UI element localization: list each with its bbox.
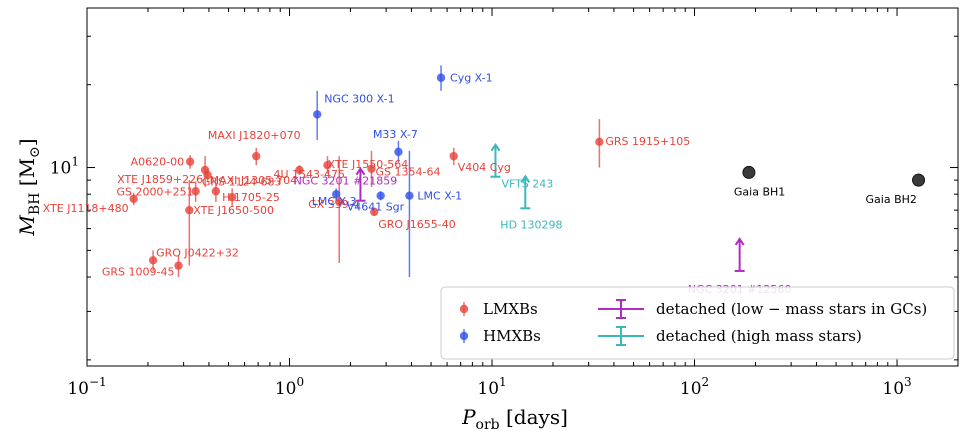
grs-1124-683-label: GRS 1124-683 [202, 175, 282, 188]
vfts-243-label: VFTS 243 [501, 178, 553, 191]
lmc-x-1-point [405, 191, 414, 200]
legend-detached-low-mass-stars-in-gcs-label: detached (low − mass stars in GCs) [656, 300, 927, 318]
gro-j1655-40-point [370, 207, 379, 217]
hd-130298-label: HD 130298 [500, 218, 562, 231]
cyg-x-1-point [436, 73, 446, 82]
axis-ticks [86, 8, 959, 366]
data-points [129, 65, 926, 278]
gx-339-4-label: GX 339-4 [308, 198, 360, 211]
gs-2000-251-point [191, 187, 200, 196]
xte-j1118-480-point [129, 194, 138, 203]
gs-2000-251-label: GS 2000+251 [116, 185, 193, 198]
xte-j1859-226-label: XTE J1859+226 [117, 173, 203, 186]
v4641-sgr-label: V4641 Sgr [347, 201, 405, 214]
ngc-300-x-1-point [312, 110, 322, 119]
m33-x-7-point [394, 147, 403, 157]
ngc-3201-21859-arrowhead [355, 166, 366, 176]
x-tick-label: 10−1 [67, 375, 106, 399]
y-tick-label: 101 [50, 155, 79, 179]
lmc-x-3-point [331, 190, 341, 199]
gaia-bh2-label: Gaia BH2 [866, 193, 917, 206]
maxi-j1820-070-label: MAXI J1820+070 [208, 129, 301, 142]
gro-j0422-32-point [148, 256, 158, 265]
y-axis-label: MBH [M⊙] [15, 138, 43, 236]
m33-x-7-label: M33 X-7 [373, 128, 418, 141]
legend-lmxbs-marker [459, 304, 469, 314]
maxi-j1305-704-point [203, 170, 212, 180]
gaia-bh1-point [742, 165, 756, 179]
lmc-x-3-label: LMC X-3 [312, 195, 357, 208]
gaia-bh1-label: Gaia BH1 [734, 185, 785, 198]
cyg-x-1-label: Cyg X-1 [450, 72, 493, 85]
xte-j1650-500-label: XTE J1650-500 [193, 204, 274, 217]
v404-cyg-label: V404 Cyg [458, 161, 511, 174]
xte-j1550-564-point [323, 160, 332, 170]
grs-1915-105-point [595, 137, 604, 147]
xte-j1118-480-label: XTE J1118+480 [43, 202, 129, 215]
gx-339-4-point [335, 197, 344, 207]
legend: LMXBs HMXBs detached (low − mass stars in … [440, 286, 955, 360]
ngc-3201-12560-arrowhead [734, 237, 745, 246]
4u-1543-475-point [295, 165, 304, 175]
4u-1543-475-label: 4U 1543-475 [273, 168, 345, 181]
legend-hmxbs-label: HMXBs [483, 327, 541, 345]
legend-lmxbs-label: LMXBs [483, 300, 538, 318]
vfts-243-arrowhead [490, 142, 501, 152]
maxi-j1820-070-point [252, 151, 261, 161]
maxi-j1305-704-label: MAXI J1305-704 [210, 174, 298, 187]
gaia-bh2-point [912, 173, 926, 187]
a0620-00-point [185, 157, 195, 166]
x-tick-labels: 10−1 100 101 102 103 [67, 375, 911, 399]
legend-box [440, 286, 955, 360]
gs-1354-64-label: GS 1354-64 [375, 166, 440, 179]
gro-j1655-40-label: GRO J1655-40 [378, 218, 456, 231]
lmc-x-1-label: LMC X-1 [417, 190, 462, 203]
grs-1009-45-point [174, 261, 183, 270]
legend-detached-high-mass-stars-label: detached (high mass stars) [656, 327, 862, 345]
x-tick-label: 102 [680, 375, 709, 399]
x-tick-label: 100 [275, 375, 304, 399]
ngc-300-x-1-label: NGC 300 X-1 [324, 92, 394, 105]
xte-j1550-564-label: XTE J1550-564 [327, 158, 408, 171]
x-tick-label: 103 [882, 375, 911, 399]
legend-hmxbs-marker [459, 331, 469, 341]
h-1705-25-label: H 1705-25 [222, 191, 280, 204]
a0620-00-label: A0620-00 [131, 156, 185, 169]
hd-130298-arrowhead [520, 174, 531, 183]
gro-j0422-32-label: GRO J0422+32 [156, 246, 239, 259]
grs-1915-105-label: GRS 1915+105 [605, 135, 690, 148]
gs-1354-64-point [367, 164, 376, 173]
h-1705-25-point [227, 193, 237, 202]
v4641-sgr-point [376, 191, 385, 200]
grs-1124-683-point [211, 187, 221, 196]
v404-cyg-point [449, 151, 458, 161]
x-tick-label: 101 [477, 375, 506, 399]
xte-j1650-500-point [185, 205, 194, 215]
point-labels: GRS 1915+105 V404 Cyg XTE J1550-564 MAXI J1… [43, 72, 917, 296]
x-axis-label: Porb [days] [461, 405, 568, 433]
ngc-3201-21859-label: NGC 3201 #21859 [294, 175, 398, 188]
grs-1009-45-label: GRS 1009-45 [102, 266, 175, 279]
y-tick-labels: 101 [50, 155, 79, 179]
